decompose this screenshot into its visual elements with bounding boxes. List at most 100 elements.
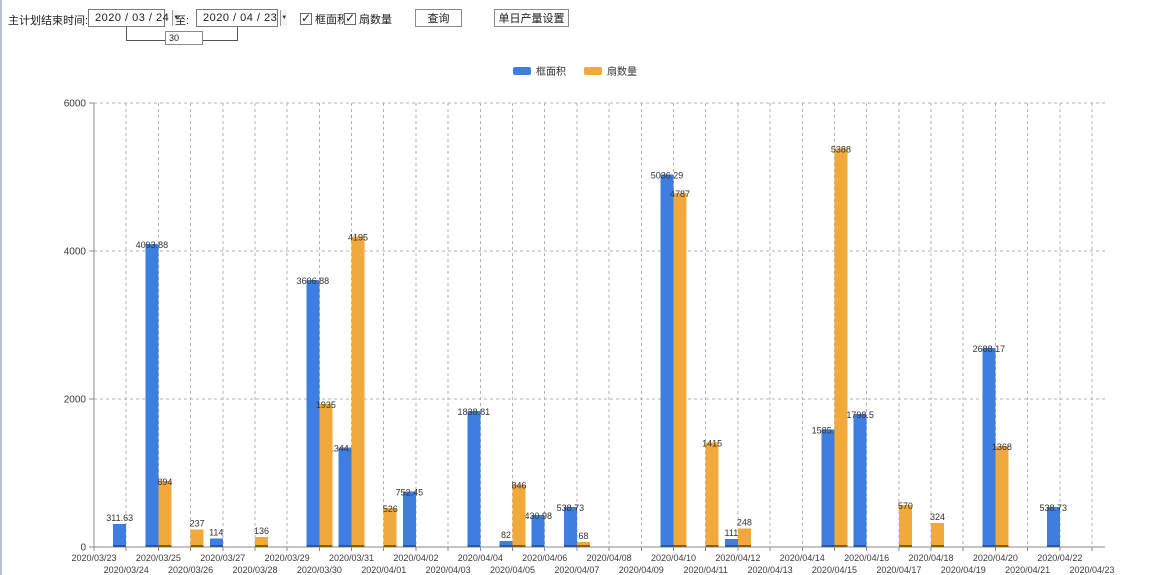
- bar-fan-count: [190, 529, 204, 547]
- connector-line: [237, 27, 238, 41]
- bar-value-label: 324: [930, 512, 945, 522]
- x-tick-label: 2020/04/05: [490, 565, 535, 575]
- bar-fan-count: [158, 480, 172, 547]
- bar-base-frame-area: [660, 545, 674, 547]
- bar-value-label: 1415: [702, 438, 722, 448]
- connector-line: [126, 27, 127, 41]
- fan-count-checkbox-label: 扇数量: [359, 14, 392, 26]
- bar-value-label: 430.98: [524, 511, 552, 521]
- bar-base-frame-area: [821, 545, 835, 547]
- toolbar: 主计划结束时间: 2020 / 03 / 24 ▼ 至: 2020 / 04 /…: [0, 0, 1150, 52]
- x-tick-label: 2020/04/16: [844, 553, 889, 563]
- bar-base-fan-count: [351, 545, 365, 547]
- bar-base-fan-count: [319, 545, 333, 547]
- bar-value-label: 111: [725, 528, 739, 538]
- bar-base-fan-count: [190, 545, 204, 547]
- x-tick-label: 2020/04/17: [876, 565, 921, 575]
- x-tick-label: 2020/04/23: [1069, 565, 1114, 575]
- x-tick-label: 2020/04/04: [458, 553, 503, 563]
- bar-base-frame-area: [338, 545, 352, 547]
- x-tick-label: 2020/04/13: [748, 565, 793, 575]
- bar-base-frame-area: [1046, 545, 1060, 547]
- x-tick-label: 2020/04/20: [973, 553, 1018, 563]
- bar-base-frame-area: [113, 545, 127, 547]
- chevron-down-icon[interactable]: ▼: [172, 10, 180, 26]
- bar-value-label: 538.73: [1040, 503, 1068, 513]
- bar-base-fan-count: [995, 545, 1009, 547]
- bar-value-label: 570: [898, 501, 913, 511]
- x-tick-label: 2020/04/14: [780, 553, 825, 563]
- bar-fan-count: [576, 541, 590, 547]
- x-tick-label: 2020/03/26: [168, 565, 213, 575]
- bar-base-frame-area: [531, 545, 545, 547]
- bar-value-label: 4787: [670, 189, 690, 199]
- bar-base-frame-area: [209, 545, 223, 547]
- bar-fan-count: [995, 445, 1009, 547]
- bar-value-label: 2688.17: [973, 344, 1006, 354]
- fan-count-checkbox-group: 扇数量: [344, 11, 392, 27]
- legend-item-frame-area[interactable]: 框面积: [513, 63, 566, 78]
- bar-value-label: 311.63: [106, 513, 133, 523]
- bar-value-label: 4195: [348, 233, 368, 243]
- bar-base-frame-area: [306, 545, 320, 547]
- bar-base-fan-count: [931, 545, 945, 547]
- date-to-picker[interactable]: 2020 / 04 / 23 ▼: [196, 9, 288, 27]
- fan-count-checkbox[interactable]: [344, 11, 356, 25]
- bar-value-label: 1585.96: [812, 426, 845, 436]
- x-tick-label: 2020/03/31: [329, 553, 374, 563]
- x-tick-label: 2020/04/10: [651, 553, 696, 563]
- bar-frame-area: [660, 174, 674, 547]
- bar-base-fan-count: [383, 545, 397, 547]
- x-tick-label: 2020/03/30: [297, 565, 342, 575]
- legend-item-fan-count[interactable]: 扇数量: [584, 63, 637, 78]
- x-tick-label: 2020/04/11: [683, 565, 727, 575]
- date-from-picker[interactable]: 2020 / 03 / 24 ▼: [88, 9, 180, 27]
- bar-value-label: 1935: [316, 400, 336, 410]
- date-from-value: 2020 / 03 / 24: [95, 12, 170, 24]
- bar-base-fan-count: [158, 545, 172, 547]
- daily-output-settings-button[interactable]: 单日产量设置: [494, 9, 569, 27]
- bar-value-label: 114: [209, 528, 223, 538]
- bar-value-label: 538.73: [557, 503, 585, 513]
- x-tick-label: 2020/04/22: [1037, 553, 1082, 563]
- bar-fan-count: [931, 523, 945, 547]
- frame-area-checkbox-group: 框面积: [300, 11, 348, 27]
- bar-value-label: 846: [512, 480, 527, 490]
- bar-frame-area: [563, 507, 577, 547]
- bar-value-label: 526: [383, 504, 398, 514]
- x-tick-label: 2020/04/15: [812, 565, 857, 575]
- bar-value-label: 237: [190, 518, 205, 528]
- bar-base-fan-count: [254, 545, 268, 547]
- bar-fan-count: [512, 484, 526, 547]
- bar-fan-count: [351, 236, 365, 547]
- bar-frame-area: [113, 523, 127, 547]
- bar-base-frame-area: [982, 545, 996, 547]
- bar-frame-area: [1046, 507, 1060, 547]
- y-axis-label: 2000: [64, 395, 87, 406]
- bar-base-fan-count: [834, 545, 848, 547]
- bar-fan-count: [737, 528, 751, 547]
- bar-frame-area: [982, 348, 996, 547]
- bar-fan-count: [834, 148, 848, 547]
- x-tick-label: 2020/03/24: [104, 565, 149, 575]
- bar-value-label: 1368: [992, 442, 1012, 452]
- x-tick-label: 2020/03/27: [200, 553, 245, 563]
- bar-base-frame-area: [724, 545, 738, 547]
- bar-value-label: 1344.95: [329, 443, 362, 453]
- legend-label-frame-area: 框面积: [536, 67, 566, 78]
- bar-base-fan-count: [512, 545, 526, 547]
- bar-frame-area: [338, 447, 352, 547]
- bar-base-fan-count: [737, 545, 751, 547]
- window-left-edge: [0, 0, 2, 575]
- bar-value-label: 1838.81: [458, 407, 491, 417]
- frame-area-checkbox[interactable]: [300, 11, 312, 25]
- bar-base-frame-area: [145, 545, 159, 547]
- bar-fan-count: [383, 508, 397, 547]
- bar-frame-area: [853, 413, 867, 547]
- x-tick-label: 2020/04/07: [554, 565, 599, 575]
- interval-days-field[interactable]: 30: [165, 31, 203, 45]
- bar-base-frame-area: [853, 545, 867, 547]
- chevron-down-icon[interactable]: ▼: [280, 10, 288, 26]
- x-tick-label: 2020/04/06: [522, 553, 567, 563]
- query-button[interactable]: 查询: [415, 9, 462, 27]
